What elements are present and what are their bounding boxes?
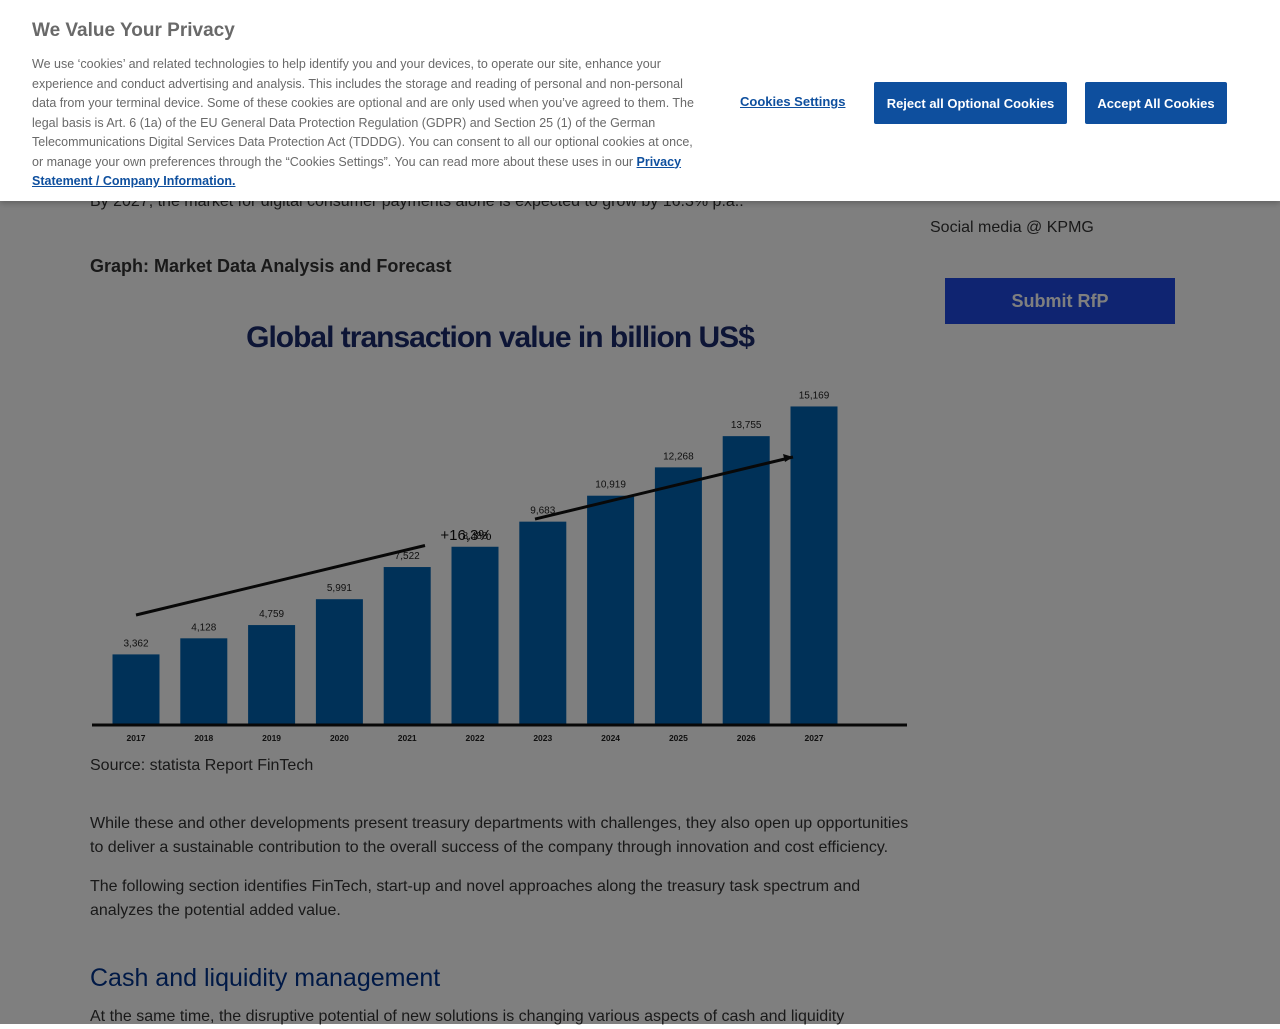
cookie-banner-text: We use ‘cookies’ and related technologie…: [32, 55, 702, 192]
cookie-banner: We Value Your Privacy We use ‘cookies’ a…: [0, 0, 1280, 201]
accept-all-cookies-button[interactable]: Accept All Cookies: [1085, 82, 1227, 124]
cookie-banner-title: We Value Your Privacy: [32, 20, 235, 41]
cookies-settings-button[interactable]: Cookies Settings: [740, 94, 846, 109]
privacy-statement-link[interactable]: Privacy Statement / Company Information.: [32, 154, 682, 189]
cookie-body-text: We use ‘cookies’ and related technologie…: [32, 57, 694, 169]
reject-optional-cookies-button[interactable]: Reject all Optional Cookies: [874, 82, 1067, 124]
